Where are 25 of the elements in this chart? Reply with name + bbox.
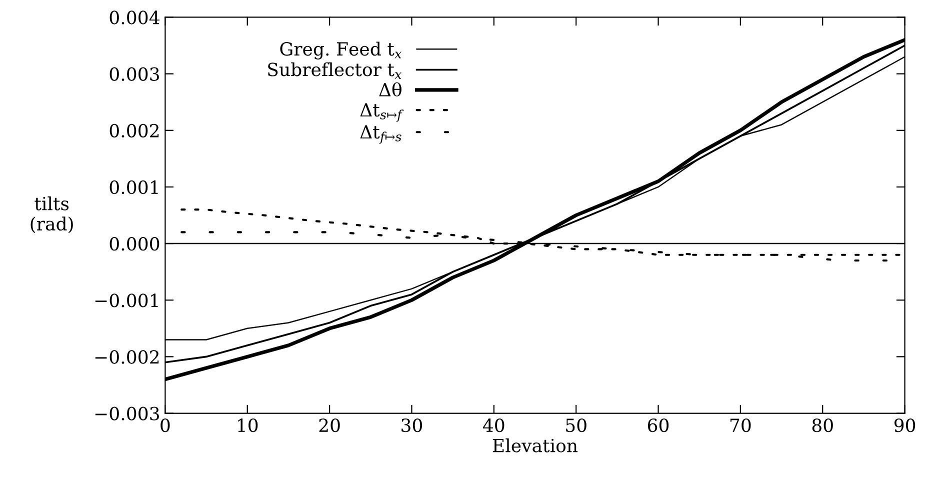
y-tick-label: −0.003 bbox=[95, 406, 159, 420]
x-tick-label: 0 bbox=[160, 418, 170, 432]
x-tick-label: 50 bbox=[566, 418, 586, 432]
y-tick-label: 0.004 bbox=[110, 10, 160, 24]
legend-label: Δt$_{s↦f}$ bbox=[360, 103, 404, 122]
legend-label: Δt$_{f↦s}$ bbox=[360, 125, 402, 144]
x-axis-title: Elevation bbox=[492, 438, 578, 452]
y-tick-label: −0.001 bbox=[95, 294, 158, 308]
legend-label: Δθ bbox=[379, 82, 402, 96]
legend-label: Subreflector t$_{x}$ bbox=[268, 62, 402, 79]
y-tick-label: −0.002 bbox=[95, 350, 159, 364]
x-tick-label: 20 bbox=[319, 418, 340, 432]
y-tick-label: 0.000 bbox=[110, 237, 160, 251]
x-tick-label: 30 bbox=[402, 418, 422, 432]
y-tick-label: 0.003 bbox=[110, 67, 159, 81]
legend-label: Greg. Feed t$_{x}$ bbox=[280, 42, 402, 60]
x-tick-label: 70 bbox=[730, 418, 751, 432]
x-tick-label: 40 bbox=[482, 418, 504, 432]
y-axis-title: tilts (rad) bbox=[30, 196, 73, 234]
x-tick-label: 60 bbox=[648, 418, 669, 432]
x-tick-label: 80 bbox=[812, 418, 833, 432]
y-tick-label: 0.002 bbox=[110, 124, 159, 138]
y-tick-label: 0.001 bbox=[110, 180, 158, 194]
x-tick-label: 90 bbox=[894, 418, 916, 432]
x-tick-label: 10 bbox=[238, 418, 258, 432]
